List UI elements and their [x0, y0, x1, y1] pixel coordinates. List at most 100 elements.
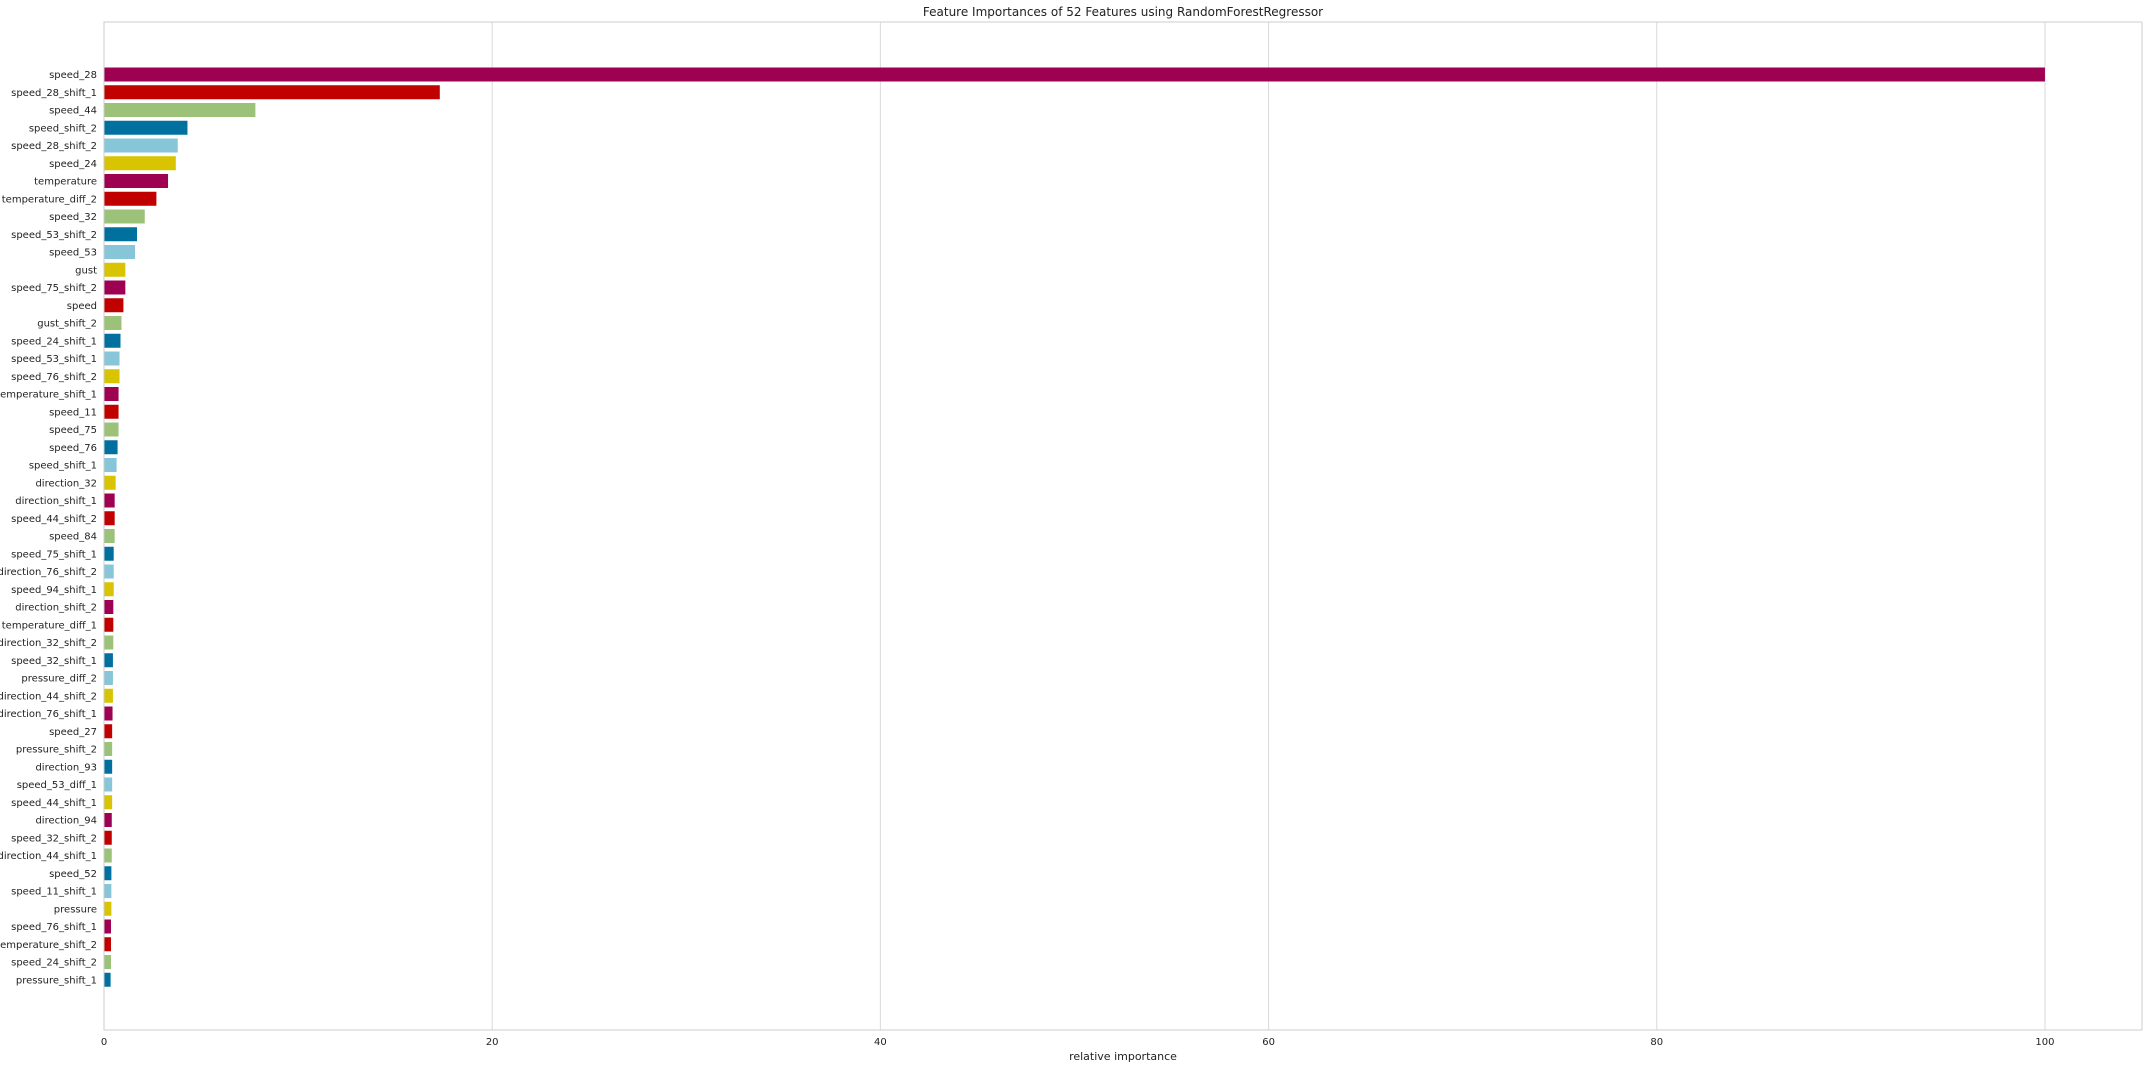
y-tick-label: speed_76_shift_2	[11, 372, 97, 383]
bar-speed_28	[104, 67, 2045, 82]
bar-speed_53_diff_1	[104, 777, 113, 792]
bar-pressure_shift_2	[104, 742, 113, 756]
bar-temperature_shift_1	[104, 387, 119, 401]
y-tick-label: speed_44_shift_2	[11, 514, 97, 525]
x-tick-label: 60	[1262, 1037, 1275, 1048]
bar-speed_75_shift_1	[104, 546, 114, 561]
y-tick-label: pressure_shift_2	[16, 745, 97, 756]
bar-temperature_shift_2	[104, 937, 111, 952]
bar-speed_32_shift_1	[104, 653, 113, 668]
x-tick-labels: 0 20 40 60 80 100	[101, 1037, 2055, 1048]
y-tick-label: direction_shift_1	[15, 496, 97, 507]
y-tick-label: speed_53	[49, 248, 97, 259]
bar-speed_76_shift_1	[104, 919, 111, 934]
bar-pressure_diff_2	[104, 671, 113, 685]
bar-speed_shift_2	[104, 120, 188, 135]
y-tick-label: direction_32	[35, 478, 97, 489]
bar-gust	[104, 262, 126, 277]
y-tick-label: speed_44	[49, 106, 97, 117]
bar-gust_shift_2	[104, 316, 122, 330]
bar-speed	[104, 298, 124, 313]
y-tick-label: speed_76	[49, 443, 97, 454]
bar-temperature_diff_1	[104, 617, 114, 632]
x-tick-label: 80	[1650, 1037, 1663, 1048]
chart-title: Feature Importances of 52 Features using…	[923, 5, 1323, 19]
bar-speed_24	[104, 156, 176, 171]
bar-speed_24_shift_1	[104, 333, 121, 348]
y-tick-label: gust_shift_2	[37, 319, 97, 330]
bar-speed_27	[104, 724, 113, 739]
y-tick-label: temperature_shift_1	[0, 390, 97, 401]
bars	[104, 67, 2045, 987]
y-tick-label: speed_28_shift_2	[11, 141, 97, 152]
y-tick-label: direction_76_shift_2	[0, 567, 97, 578]
bar-speed_11_shift_1	[104, 884, 112, 898]
y-tick-label: speed_75_shift_2	[11, 283, 97, 294]
y-tick-label: speed_24_shift_1	[11, 336, 97, 347]
grid-lines	[491, 22, 2046, 1030]
y-tick-label: direction_44_shift_1	[0, 851, 97, 862]
y-tick-label: speed_53_shift_1	[11, 354, 97, 365]
bar-pressure_shift_1	[104, 972, 111, 987]
bar-temperature	[104, 174, 169, 188]
y-tick-label: speed_shift_2	[29, 123, 97, 134]
y-tick-label: direction_32_shift_2	[0, 638, 97, 649]
y-tick-label: speed_53_diff_1	[17, 780, 97, 791]
bar-speed_75_shift_2	[104, 280, 126, 295]
x-axis-label: relative importance	[1069, 1050, 1177, 1063]
bar-direction_shift_2	[104, 600, 114, 614]
bar-speed_84	[104, 529, 115, 543]
y-tick-label: speed_76_shift_1	[11, 922, 97, 933]
y-tick-label: speed_11	[49, 407, 97, 418]
y-tick-label: gust	[75, 265, 97, 276]
bar-speed_52	[104, 866, 112, 881]
y-tick-label: speed_28	[49, 70, 97, 81]
y-tick-label: direction_shift_2	[15, 603, 97, 614]
bar-pressure	[104, 901, 112, 916]
y-tick-label: speed_27	[49, 727, 97, 738]
bar-temperature_diff_2	[104, 191, 157, 206]
y-tick-label: speed_shift_1	[29, 461, 97, 472]
bar-direction_93	[104, 759, 113, 774]
y-tick-label: direction_76_shift_1	[0, 709, 97, 720]
bar-direction_44_shift_2	[104, 688, 113, 703]
x-tick-label: 40	[874, 1037, 887, 1048]
x-tick-label: 20	[486, 1037, 499, 1048]
y-tick-label: speed_84	[49, 532, 97, 543]
bar-speed_32	[104, 209, 145, 224]
x-tick-label: 0	[101, 1037, 107, 1048]
y-tick-label: speed_75	[49, 425, 97, 436]
y-tick-label: speed_24	[49, 159, 97, 170]
bar-speed_32_shift_2	[104, 830, 112, 845]
bar-direction_44_shift_1	[104, 848, 112, 863]
y-tick-label: speed	[67, 301, 97, 312]
x-tick-label: 100	[2035, 1037, 2054, 1048]
y-tick-label: speed_32	[49, 212, 97, 223]
bar-direction_shift_1	[104, 493, 115, 508]
y-tick-label: speed_44_shift_1	[11, 798, 97, 809]
bar-direction_76_shift_1	[104, 706, 113, 721]
y-tick-label: pressure_diff_2	[21, 674, 97, 685]
y-tick-label: direction_94	[35, 816, 97, 827]
y-tick-labels: speed_28 speed_28_shift_1 speed_44 speed_sh…	[0, 70, 97, 986]
y-tick-label: speed_32_shift_2	[11, 833, 97, 844]
y-tick-label: speed_94_shift_1	[11, 585, 97, 596]
y-tick-label: speed_11_shift_1	[11, 887, 97, 898]
y-tick-label: temperature	[34, 177, 97, 188]
bar-speed_44	[104, 103, 256, 117]
y-tick-label: speed_53_shift_2	[11, 230, 97, 241]
y-tick-label: speed_52	[49, 869, 97, 880]
y-tick-label: speed_28_shift_1	[11, 88, 97, 99]
y-tick-label: direction_44_shift_2	[0, 691, 97, 702]
bar-direction_32_shift_2	[104, 635, 114, 650]
y-tick-label: pressure	[54, 904, 97, 915]
bar-speed_shift_1	[104, 458, 117, 472]
y-tick-label: temperature_diff_1	[2, 620, 97, 631]
bar-speed_28_shift_2	[104, 138, 178, 153]
y-tick-label: speed_32_shift_1	[11, 656, 97, 667]
bar-speed_75	[104, 422, 119, 437]
bar-direction_94	[104, 813, 112, 827]
bar-speed_44_shift_1	[104, 795, 113, 810]
bar-speed_53	[104, 245, 136, 259]
bar-speed_94_shift_1	[104, 582, 114, 597]
